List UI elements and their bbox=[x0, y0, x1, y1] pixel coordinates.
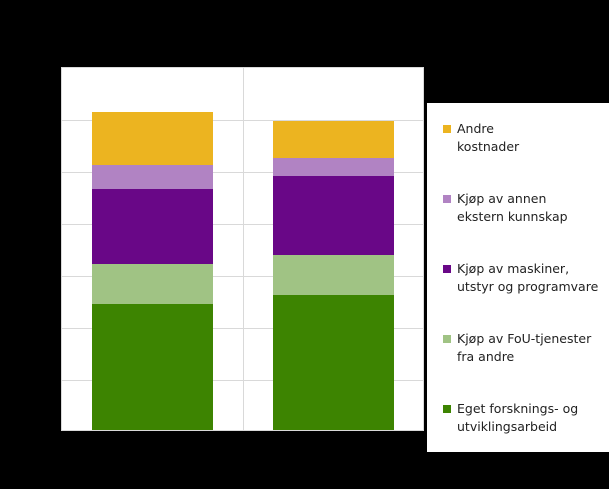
horizontal-gridline bbox=[62, 328, 423, 329]
stacked-bar-2 bbox=[273, 120, 394, 430]
bar-segment bbox=[92, 189, 213, 265]
legend: Andre kostnader Kjøp av annen ekstern kun… bbox=[427, 103, 609, 452]
legend-item: Kjøp av FoU-tjenester fra andre bbox=[443, 330, 603, 366]
legend-item: Andre kostnader bbox=[443, 120, 603, 156]
legend-label: Eget forsknings- og utviklingsarbeid bbox=[457, 401, 579, 434]
bar-segment bbox=[92, 264, 213, 305]
legend-label: Kjøp av FoU-tjenester fra andre bbox=[457, 331, 592, 364]
legend-swatch-icon bbox=[443, 265, 451, 273]
horizontal-gridline bbox=[62, 224, 423, 225]
bar-segment bbox=[92, 112, 213, 166]
bar-segment bbox=[273, 254, 394, 295]
horizontal-gridline bbox=[62, 172, 423, 173]
bar-segment bbox=[92, 304, 213, 430]
horizontal-gridline bbox=[62, 276, 423, 277]
bar-segment bbox=[273, 175, 394, 255]
legend-label: Kjøp av annen ekstern kunnskap bbox=[457, 191, 568, 224]
legend-item: Eget forsknings- og utviklingsarbeid bbox=[443, 400, 603, 436]
legend-swatch-icon bbox=[443, 125, 451, 133]
horizontal-gridline bbox=[62, 120, 423, 121]
plot-area bbox=[61, 67, 424, 431]
legend-item: Kjøp av maskiner, utstyr og programvare bbox=[443, 260, 603, 296]
bar-segment bbox=[92, 165, 213, 190]
bar-segment bbox=[273, 294, 394, 430]
legend-label: Kjøp av maskiner, utstyr og programvare bbox=[457, 261, 599, 294]
legend-label: Andre kostnader bbox=[457, 121, 520, 154]
legend-swatch-icon bbox=[443, 195, 451, 203]
legend-swatch-icon bbox=[443, 405, 451, 413]
stacked-bar-1 bbox=[92, 112, 213, 430]
bar-segment bbox=[273, 157, 394, 176]
legend-item: Kjøp av annen ekstern kunnskap bbox=[443, 190, 603, 226]
legend-swatch-icon bbox=[443, 335, 451, 343]
bar-segment bbox=[273, 120, 394, 158]
horizontal-gridline bbox=[62, 380, 423, 381]
vertical-gridline bbox=[243, 68, 244, 430]
